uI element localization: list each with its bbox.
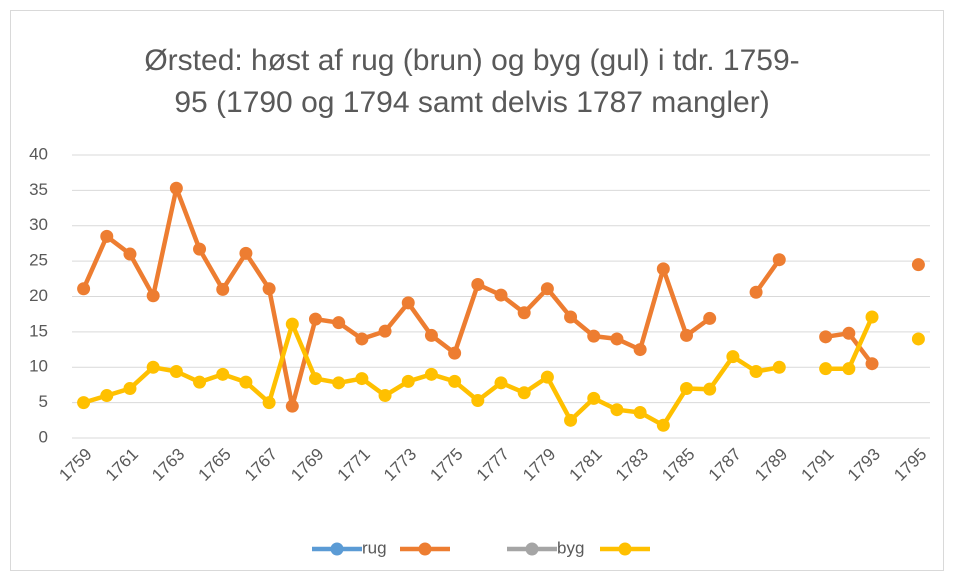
point xyxy=(494,376,508,390)
point xyxy=(401,296,415,310)
point xyxy=(308,312,322,326)
point xyxy=(842,362,856,376)
y-tick-label: 35 xyxy=(29,180,48,199)
legend-label: byg xyxy=(557,538,584,557)
legend-marker xyxy=(618,542,632,556)
point xyxy=(865,357,879,371)
point xyxy=(517,386,531,400)
point xyxy=(448,374,462,388)
point xyxy=(656,262,670,276)
point xyxy=(494,288,508,302)
point xyxy=(239,375,253,389)
point xyxy=(77,396,91,410)
point xyxy=(540,282,554,296)
legend-marker xyxy=(330,542,344,556)
point xyxy=(656,418,670,432)
y-tick-label: 10 xyxy=(29,357,48,376)
point xyxy=(448,346,462,360)
point xyxy=(378,389,392,403)
point xyxy=(169,181,183,195)
point xyxy=(517,306,531,320)
y-tick-label: 15 xyxy=(29,321,48,340)
point xyxy=(772,360,786,374)
y-tick-label: 0 xyxy=(39,427,48,446)
point xyxy=(355,372,369,386)
legend-label: rug xyxy=(362,538,387,557)
point xyxy=(819,362,833,376)
point xyxy=(285,317,299,331)
point xyxy=(193,375,207,389)
point xyxy=(308,372,322,386)
point xyxy=(262,396,276,410)
point xyxy=(865,310,879,324)
point xyxy=(216,282,230,296)
point xyxy=(262,282,276,296)
chart-title: Ørsted: høst af rug (brun) og byg (gul) … xyxy=(144,44,799,77)
point xyxy=(424,328,438,342)
point xyxy=(703,311,717,325)
legend-marker xyxy=(418,542,432,556)
y-tick-label: 20 xyxy=(29,286,48,305)
point xyxy=(355,332,369,346)
point xyxy=(100,389,114,403)
legend-marker xyxy=(525,542,539,556)
y-tick-label: 25 xyxy=(29,251,48,270)
point xyxy=(123,247,137,261)
point xyxy=(703,382,717,396)
point xyxy=(285,399,299,413)
point xyxy=(540,370,554,384)
point xyxy=(610,403,624,417)
point xyxy=(749,285,763,299)
point xyxy=(680,328,694,342)
point xyxy=(193,242,207,256)
point xyxy=(726,350,740,364)
point xyxy=(587,391,601,405)
point xyxy=(772,253,786,267)
point xyxy=(749,364,763,378)
point xyxy=(146,360,160,374)
point xyxy=(587,329,601,343)
point xyxy=(169,364,183,378)
point xyxy=(146,289,160,303)
point xyxy=(77,282,91,296)
y-tick-label: 30 xyxy=(29,215,48,234)
point xyxy=(332,376,346,390)
point xyxy=(819,330,833,344)
point xyxy=(471,277,485,291)
point xyxy=(564,413,578,427)
point xyxy=(680,381,694,395)
point xyxy=(911,258,925,272)
point xyxy=(633,406,647,420)
point xyxy=(100,229,114,243)
point xyxy=(564,310,578,324)
y-tick-label: 40 xyxy=(29,144,48,163)
point xyxy=(633,343,647,357)
y-tick-label: 5 xyxy=(39,392,48,411)
point xyxy=(471,394,485,408)
point xyxy=(123,381,137,395)
point xyxy=(332,316,346,330)
point xyxy=(911,332,925,346)
point xyxy=(378,324,392,338)
point xyxy=(842,326,856,340)
point xyxy=(239,246,253,260)
point xyxy=(401,374,415,388)
point xyxy=(610,332,624,346)
chart-title: 95 (1790 og 1794 samt delvis 1787 mangle… xyxy=(174,86,769,119)
point xyxy=(216,367,230,381)
point xyxy=(424,367,438,381)
